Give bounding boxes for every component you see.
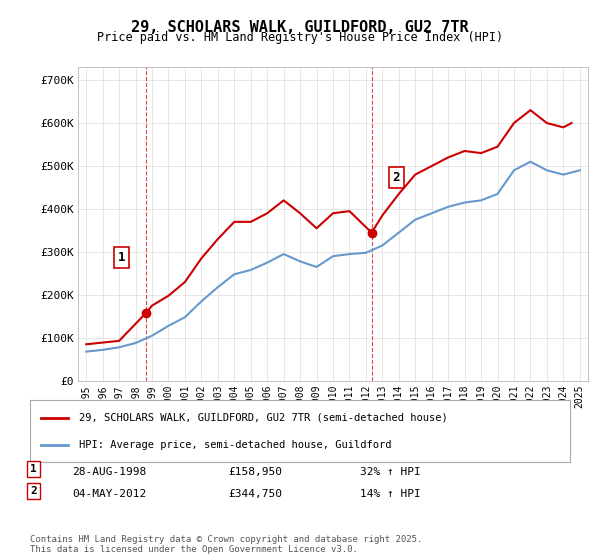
Text: £158,950: £158,950 [228,467,282,477]
Text: 14% ↑ HPI: 14% ↑ HPI [360,489,421,499]
Text: £344,750: £344,750 [228,489,282,499]
Text: 1: 1 [30,464,37,474]
Text: HPI: Average price, semi-detached house, Guildford: HPI: Average price, semi-detached house,… [79,440,391,450]
Text: 32% ↑ HPI: 32% ↑ HPI [360,467,421,477]
Text: 2: 2 [30,486,37,496]
Text: 29, SCHOLARS WALK, GUILDFORD, GU2 7TR: 29, SCHOLARS WALK, GUILDFORD, GU2 7TR [131,20,469,35]
Text: 28-AUG-1998: 28-AUG-1998 [72,467,146,477]
Text: 2: 2 [392,171,400,184]
Text: 29, SCHOLARS WALK, GUILDFORD, GU2 7TR (semi-detached house): 29, SCHOLARS WALK, GUILDFORD, GU2 7TR (s… [79,413,448,423]
Text: Price paid vs. HM Land Registry's House Price Index (HPI): Price paid vs. HM Land Registry's House … [97,31,503,44]
Text: 1: 1 [118,251,125,264]
Text: Contains HM Land Registry data © Crown copyright and database right 2025.
This d: Contains HM Land Registry data © Crown c… [30,535,422,554]
Text: 04-MAY-2012: 04-MAY-2012 [72,489,146,499]
